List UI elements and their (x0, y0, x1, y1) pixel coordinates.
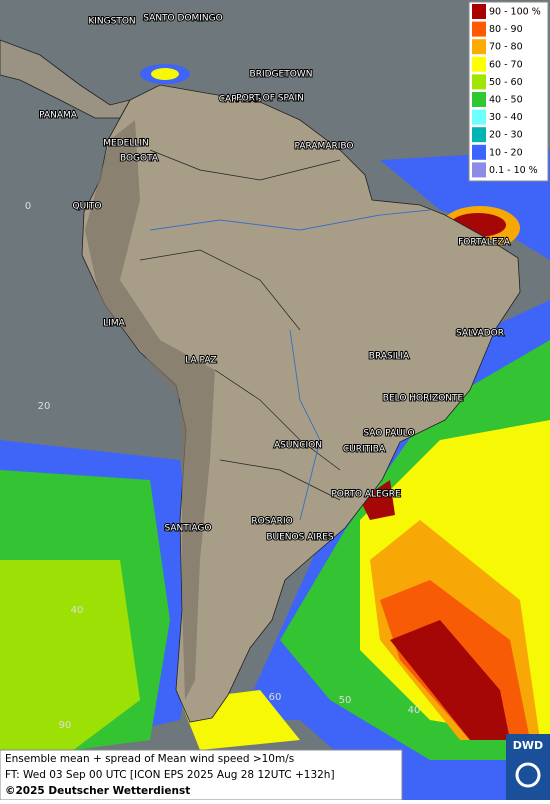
legend-label: 40 - 50 (489, 95, 523, 106)
city-label: PORTO ALEGRE (331, 490, 401, 500)
caption-box (0, 749, 403, 801)
city-label: MEDELLIN (103, 139, 148, 149)
legend-label: 80 - 90 (489, 24, 523, 35)
andes (85, 120, 215, 700)
legend-label: 0.1 - 10 % (489, 165, 538, 176)
city-label: BRASILIA (369, 352, 410, 362)
legend-swatch (472, 39, 486, 55)
borders (139, 149, 341, 501)
city-label: SAO PAULO (363, 429, 414, 439)
city-label: PORT OF SPAIN (236, 94, 304, 104)
legend-label: 70 - 80 (489, 42, 523, 53)
legend-swatch (472, 127, 486, 143)
logo-icon (515, 762, 541, 788)
legend-label: 60 - 70 (489, 59, 523, 70)
legend-swatch (472, 109, 486, 125)
city-label: BOGOTA (120, 154, 159, 164)
grid-label: 0 (25, 201, 31, 212)
legend-swatch (472, 92, 486, 107)
legend-swatch (472, 4, 486, 19)
legend-label: 10 - 20 (489, 147, 523, 158)
legend-swatch (472, 56, 486, 72)
city-label: QUITO (73, 202, 102, 212)
grid-label: 40 (408, 705, 421, 716)
city-label: FORTALEZA (458, 238, 511, 248)
logo-box (506, 734, 550, 800)
caption-line: ©2025 Deutscher Wetterdienst (5, 785, 190, 797)
city-label: ROSARIO (251, 517, 292, 527)
caption-line: Ensemble mean + spread of Mean wind spee… (5, 753, 294, 765)
caption-line: FT: Wed 03 Sep 00 UTC [ICON EPS 2025 Aug… (5, 769, 335, 781)
legend-swatch (472, 144, 486, 160)
legend-swatch (472, 74, 486, 90)
probability-field (0, 64, 550, 800)
grid-label: 20 (38, 401, 51, 412)
legend-label: 90 - 100 % (489, 7, 541, 18)
city-label: SANTO DOMINGO (143, 14, 222, 24)
grid-label: 90 (59, 720, 72, 731)
grid-label: 40 (71, 605, 84, 616)
city-label: BRIDGETOWN (250, 70, 313, 80)
city-label: CURITIBA (343, 445, 386, 455)
city-label: LA PAZ (185, 356, 216, 366)
city-label: KINGSTON (88, 17, 135, 27)
legend-label: 30 - 40 (489, 112, 523, 123)
city-label: SALVADOR (456, 329, 504, 339)
grid-label: 50 (339, 695, 352, 706)
city-label: BUENOS AIRES (266, 533, 334, 543)
city-label: PANAMA (39, 111, 78, 121)
legend-swatch (472, 21, 486, 37)
legend-swatch (472, 162, 486, 178)
city-label: PARAMARIBO (295, 142, 354, 152)
grid-label: 60 (269, 692, 282, 703)
city-label: LIMA (103, 319, 125, 329)
logo: DWD (513, 739, 543, 752)
legend-label: 20 - 30 (489, 130, 523, 141)
city-label: ASUNCION (274, 441, 322, 451)
city-label: CARACAS (219, 95, 262, 105)
city-label: BELO HORIZONTE (383, 394, 464, 404)
legend-label: 50 - 60 (489, 77, 523, 88)
city-label: SANTIAGO (165, 524, 212, 534)
rivers (149, 209, 431, 521)
